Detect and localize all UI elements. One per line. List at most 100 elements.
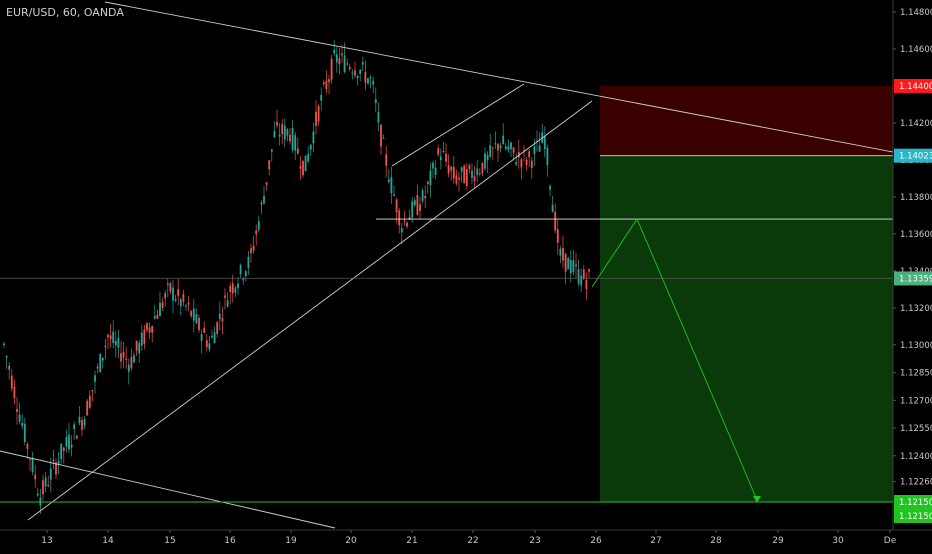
candle-body <box>398 210 401 226</box>
candle-body <box>205 340 208 348</box>
candle-body <box>146 323 148 331</box>
stop-loss-zone[interactable] <box>600 85 893 156</box>
candle-body <box>317 105 320 122</box>
candle-body <box>528 151 531 158</box>
candle-body <box>328 79 330 83</box>
candle-body <box>237 283 239 289</box>
channel-upper-line[interactable] <box>391 83 525 167</box>
candle-body <box>382 138 385 140</box>
candle-body <box>484 153 486 169</box>
candle-body <box>112 331 115 344</box>
candle-body <box>442 150 445 152</box>
candle-body <box>486 154 489 161</box>
candle-body <box>151 326 154 333</box>
candle-body <box>569 260 572 274</box>
x-tick-label: 26 <box>590 536 602 546</box>
candle-body <box>185 305 187 307</box>
y-tick-label: 1.13200 <box>900 304 932 314</box>
candle-body <box>463 165 466 184</box>
candle-body <box>88 395 91 408</box>
candle-body <box>94 375 96 382</box>
candle-body <box>120 353 122 362</box>
candle-body <box>377 111 380 123</box>
candle-body <box>96 366 99 369</box>
candle-body <box>49 468 52 480</box>
projection-path[interactable] <box>591 218 758 501</box>
candle-body <box>276 121 278 126</box>
x-tick-label: 20 <box>345 536 357 546</box>
candle-body <box>502 135 505 145</box>
candle-body <box>130 357 133 369</box>
candle-body <box>343 55 346 72</box>
candle-body <box>177 289 180 296</box>
candle-body <box>525 159 528 166</box>
candle-body <box>125 358 128 360</box>
candle-body <box>21 422 24 426</box>
candle-body <box>143 329 146 344</box>
candle-body <box>299 165 302 169</box>
candle-body <box>304 155 307 172</box>
candle-body <box>73 424 76 430</box>
take-profit-zone[interactable] <box>600 155 893 502</box>
candle-body <box>504 146 507 149</box>
candle-body <box>325 80 328 90</box>
candle-body <box>114 340 117 346</box>
candle-body <box>70 444 73 448</box>
candle-body <box>65 437 68 447</box>
candle-body <box>3 343 5 346</box>
candle-body <box>395 199 398 213</box>
candle-body <box>312 131 315 144</box>
candle-body <box>281 124 284 135</box>
descending-resistance-line[interactable] <box>104 1 894 153</box>
candle-body <box>424 196 427 199</box>
candle-body <box>364 71 367 83</box>
price-label-text: 1.14023 <box>899 152 932 162</box>
x-tick-label: 15 <box>164 536 175 546</box>
candle-body <box>211 335 213 338</box>
candle-body <box>68 434 70 450</box>
price-label-text: 1.14400 <box>899 82 932 92</box>
candle-body <box>582 269 585 280</box>
candle-body <box>468 164 471 170</box>
candle-body <box>473 176 476 182</box>
candle-body <box>257 221 260 230</box>
candle-body <box>499 145 502 149</box>
candle-body <box>421 190 424 202</box>
candle-body <box>192 308 195 321</box>
candle-body <box>588 269 590 272</box>
y-tick-label: 1.14800 <box>900 8 932 18</box>
candle-body <box>356 75 359 78</box>
candle-body <box>551 204 554 213</box>
candle-body <box>36 493 39 496</box>
lower-support-line[interactable] <box>0 450 336 529</box>
candle-body <box>341 53 343 56</box>
y-tick-label: 1.12400 <box>900 452 932 462</box>
candle-body <box>512 147 515 153</box>
candle-body <box>575 264 577 267</box>
candle-body <box>159 302 161 317</box>
ascending-trend-line[interactable] <box>27 100 593 521</box>
candle-body <box>543 136 546 150</box>
candle-body <box>75 435 78 439</box>
candle-body <box>556 229 559 243</box>
candle-body <box>10 375 13 389</box>
candle-body <box>231 283 234 294</box>
candle-body <box>434 167 437 175</box>
y-tick-label: 1.13600 <box>900 230 932 240</box>
candle-body <box>242 278 245 281</box>
candle-body <box>491 147 494 149</box>
candle-body <box>445 153 447 162</box>
candle-body <box>523 150 525 152</box>
x-tick-label: 22 <box>467 536 478 546</box>
candle-body <box>226 300 229 307</box>
candle-body <box>283 125 286 140</box>
x-tick-label: 16 <box>224 536 236 546</box>
x-tick-label: De <box>884 536 897 546</box>
candle-body <box>385 154 388 166</box>
candle-body <box>270 149 273 152</box>
candle-body <box>348 66 351 70</box>
candle-body <box>135 340 138 351</box>
candle-body <box>471 170 473 178</box>
